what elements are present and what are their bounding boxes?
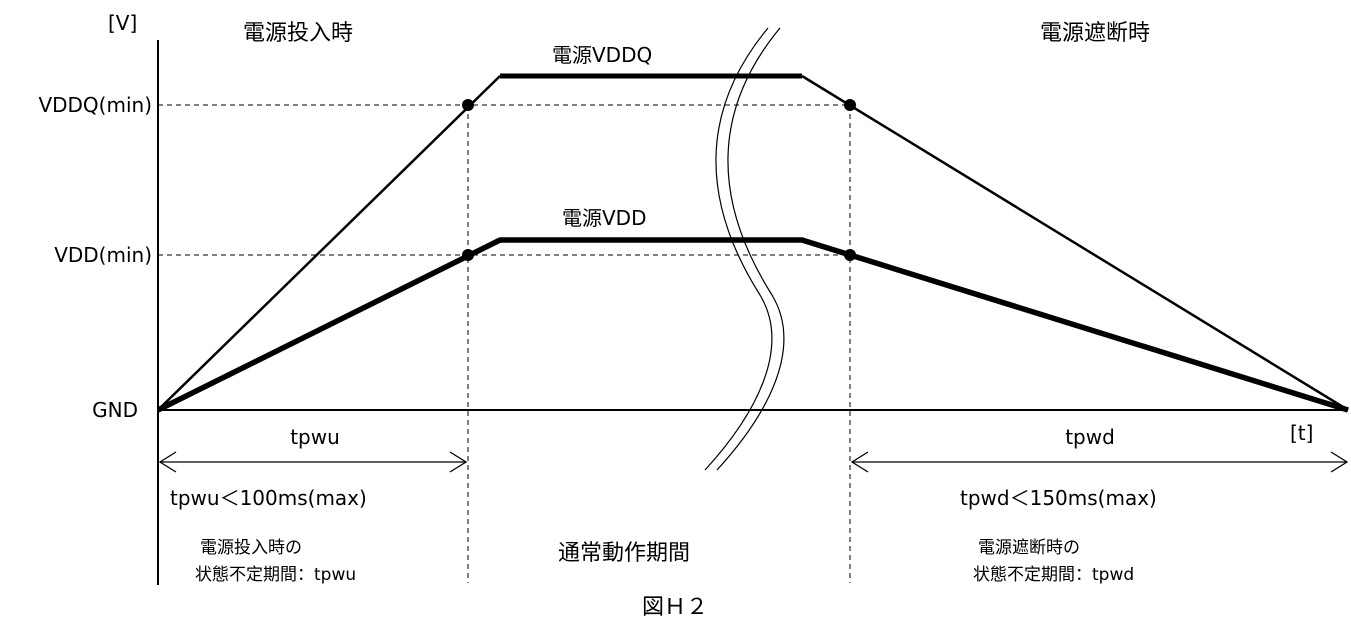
vddq-rise-line [157, 75, 501, 411]
tpwd-note-line2: 状態不定期間：tpwd [973, 565, 1134, 585]
vddq-fall-line [801, 74, 1349, 412]
tpwu-note-line1: 電源投入時の [200, 538, 302, 558]
tpwd-label: tpwd [1065, 425, 1115, 449]
tpwu-note-line2: 状態不定期間：tpwu [195, 565, 356, 585]
tpwd-constraint: tpwd＜150ms(max) [960, 486, 1157, 510]
power-off-heading: 電源遮断時 [1040, 21, 1150, 46]
y-axis-unit: [V] [108, 11, 137, 35]
tpwu-arrow [158, 451, 468, 473]
vdd-rise-threshold-dot [462, 249, 474, 261]
vdd-min-label: VDD(min) [54, 243, 152, 267]
x-axis-unit: [t] [1290, 421, 1313, 445]
vddq-series-label: 電源VDDQ [552, 43, 652, 67]
tpwd-note-line1: 電源遮断時の [978, 538, 1080, 558]
vddq-min-label: VDDQ(min) [38, 93, 152, 117]
vdd-fall-threshold-dot [844, 249, 856, 261]
time-break-symbol [704, 27, 785, 471]
vddq-rise-threshold-dot [462, 99, 474, 111]
vddq-fall-threshold-dot [844, 99, 856, 111]
tpwd-arrow [850, 451, 1349, 473]
tpwu-label: tpwu [290, 425, 340, 449]
figure-caption: 図Ｈ２ [642, 595, 708, 620]
vdd-curve [156, 237, 1349, 413]
tpwu-constraint: tpwu＜100ms(max) [170, 486, 367, 510]
power-on-heading: 電源投入時 [243, 21, 353, 46]
vdd-series-label: 電源VDD [562, 206, 646, 230]
gnd-label: GND [92, 398, 138, 422]
normal-operation-label: 通常動作期間 [558, 541, 690, 566]
